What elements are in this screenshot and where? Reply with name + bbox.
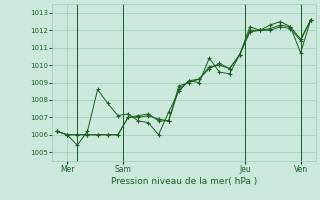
X-axis label: Pression niveau de la mer( hPa ): Pression niveau de la mer( hPa ) bbox=[111, 177, 257, 186]
